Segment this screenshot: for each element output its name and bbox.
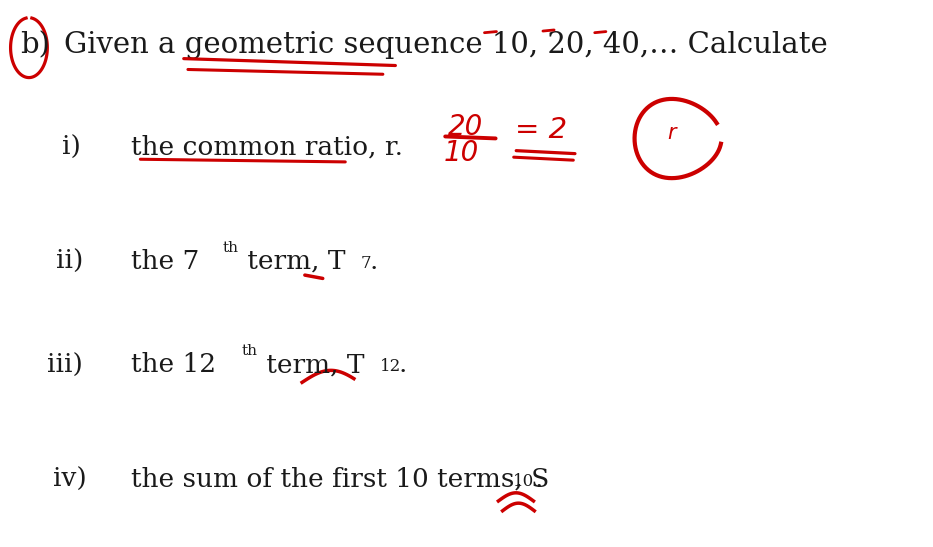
Text: iii): iii) — [48, 352, 83, 377]
Text: th: th — [223, 241, 239, 255]
Text: the sum of the first 10 terms, S: the sum of the first 10 terms, S — [131, 467, 550, 492]
Text: the 7: the 7 — [131, 249, 200, 274]
Text: 12: 12 — [380, 358, 401, 375]
Text: the common ratio, r.: the common ratio, r. — [131, 135, 403, 160]
Text: iv): iv) — [53, 467, 87, 492]
Text: the 12: the 12 — [131, 352, 216, 377]
Text: 10: 10 — [444, 138, 480, 166]
Text: .: . — [399, 352, 408, 377]
Text: i): i) — [62, 135, 80, 160]
Text: 20: 20 — [448, 113, 483, 141]
Text: r: r — [667, 123, 675, 143]
Text: Given a geometric sequence 10, 20, 40,… Calculate: Given a geometric sequence 10, 20, 40,… … — [64, 31, 828, 59]
Text: ii): ii) — [56, 249, 83, 274]
Text: .: . — [535, 467, 543, 492]
Text: term, T: term, T — [258, 352, 364, 377]
Text: = 2: = 2 — [515, 115, 567, 144]
Text: term, T: term, T — [240, 249, 346, 274]
Text: b): b) — [20, 31, 49, 59]
Text: .: . — [369, 249, 378, 274]
Text: 7: 7 — [360, 255, 371, 272]
Text: th: th — [241, 344, 258, 358]
Text: 10: 10 — [512, 473, 534, 490]
